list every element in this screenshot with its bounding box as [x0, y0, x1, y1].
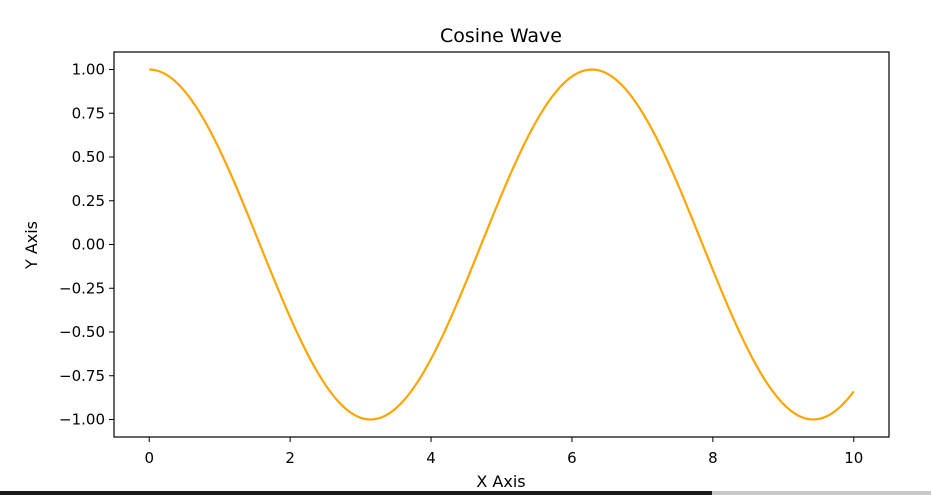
x-tick-label: 2	[285, 449, 295, 467]
y-tick-label: 0.75	[72, 104, 105, 122]
series-group	[149, 68, 855, 421]
y-tick-label: −0.25	[59, 279, 105, 297]
y-tick-label: 0.50	[72, 148, 105, 166]
x-tick-label: 4	[426, 449, 436, 467]
x-tick-label: 8	[708, 449, 718, 467]
y-axis-label: Y Axis	[22, 221, 41, 270]
x-tick-label: 6	[567, 449, 577, 467]
x-axis-label: X Axis	[476, 472, 525, 491]
chart-title: Cosine Wave	[440, 25, 562, 47]
cosine-series-line	[149, 68, 855, 421]
axis-ticks: 0 2 4 6 8 10 1.00 0.75 0.50 0.25 0.00 −0.25 −0.50 −0.…	[59, 61, 863, 468]
plot-frame	[113, 51, 890, 438]
bottom-scrollbar-track	[0, 491, 712, 495]
x-tick-label: 10	[844, 449, 863, 467]
y-tick-label: 1.00	[72, 61, 105, 79]
bottom-scrollbar-remainder	[712, 491, 931, 495]
y-tick-label: −1.00	[59, 411, 105, 429]
y-tick-label: −0.50	[59, 323, 105, 341]
y-tick-label: 0.25	[72, 192, 105, 210]
x-tick-label: 0	[144, 449, 154, 467]
y-tick-label: −0.75	[59, 367, 105, 385]
y-tick-label: 0.00	[72, 236, 105, 254]
